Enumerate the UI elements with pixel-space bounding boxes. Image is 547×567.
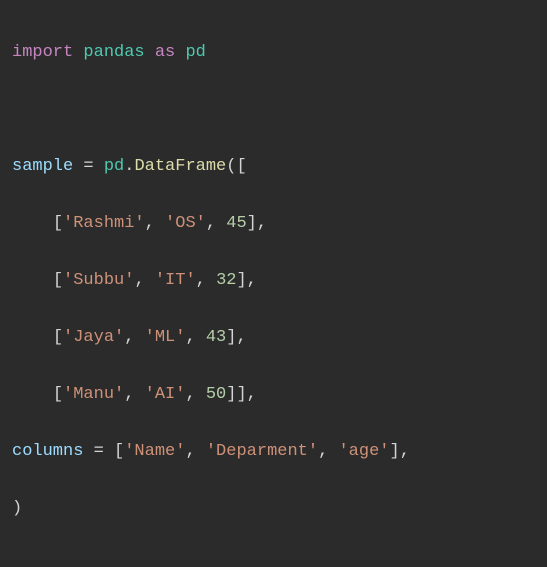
module-pandas: pandas [83, 43, 144, 62]
code-line: columns = ['Name', 'Deparment', 'age'], [12, 438, 535, 467]
code-line: sample = pd.DataFrame([ [12, 153, 535, 182]
blank-line [12, 552, 535, 567]
keyword-as: as [155, 43, 175, 62]
alias-pd: pd [185, 43, 205, 62]
code-line: ['Rashmi', 'OS', 45], [12, 210, 535, 239]
code-line: ) [12, 495, 535, 524]
func-dataframe: DataFrame [134, 157, 226, 176]
blank-line [12, 96, 535, 125]
keyword-import: import [12, 43, 73, 62]
code-line: ['Subbu', 'IT', 32], [12, 267, 535, 296]
code-line: ['Manu', 'AI', 50]], [12, 381, 535, 410]
code-line: import pandas as pd [12, 39, 535, 68]
var-sample: sample [12, 157, 73, 176]
code-editor: import pandas as pd sample = pd.DataFram… [0, 0, 547, 567]
code-line: ['Jaya', 'ML', 43], [12, 324, 535, 353]
kw-columns: columns [12, 442, 83, 461]
